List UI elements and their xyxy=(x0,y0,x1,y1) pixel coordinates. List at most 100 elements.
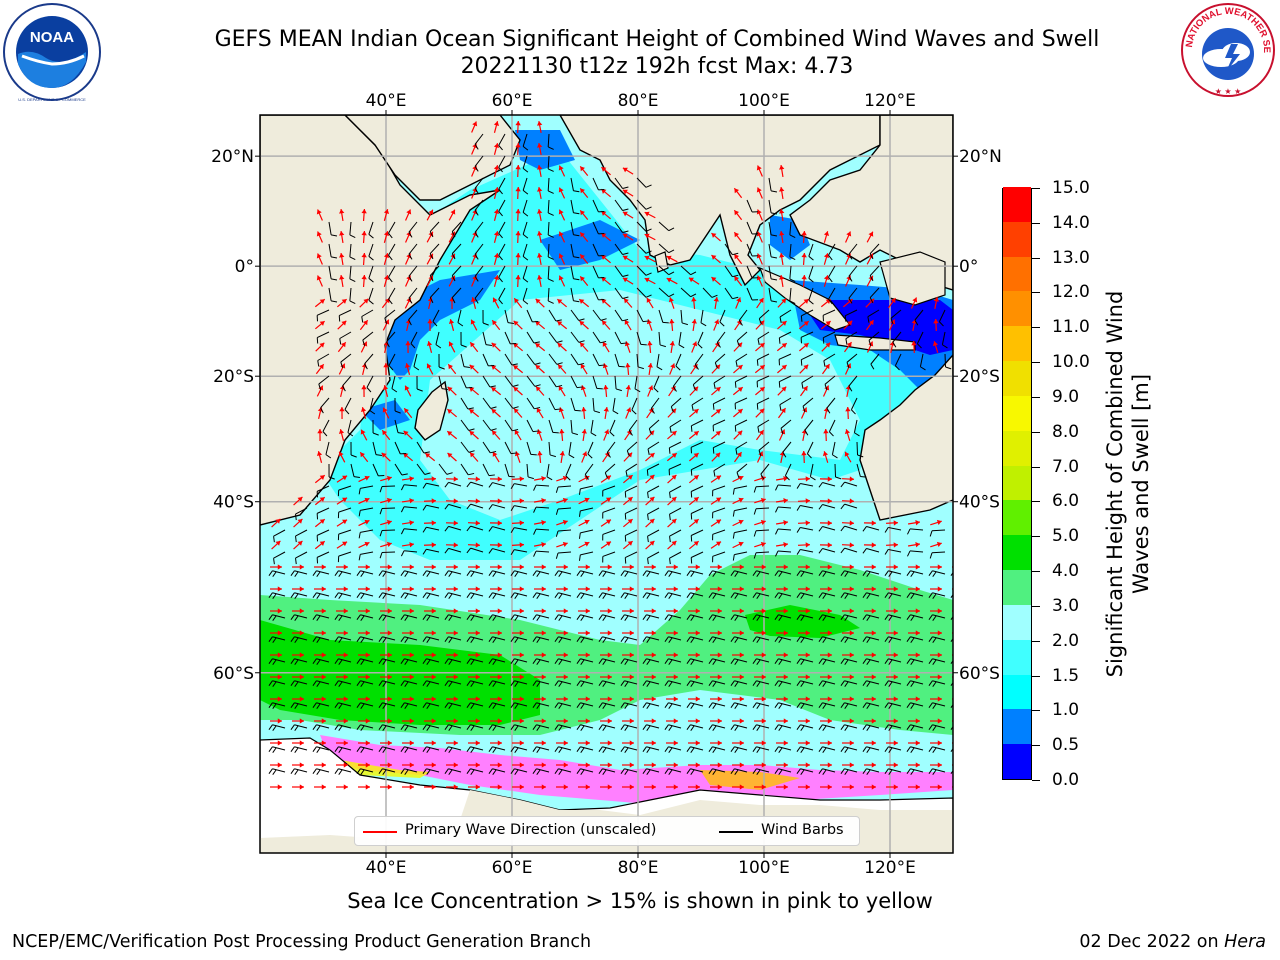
wind-barb xyxy=(429,265,440,282)
wave-direction-arrow xyxy=(797,520,811,526)
wave-direction-arrow xyxy=(446,408,458,418)
wind-barb xyxy=(474,155,484,172)
wind-barb xyxy=(789,287,796,305)
wind-barb xyxy=(379,529,396,537)
wave-direction-arrow xyxy=(691,296,697,310)
wave-direction-arrow xyxy=(710,696,722,702)
svg-text:★ ★ ★: ★ ★ ★ xyxy=(1215,87,1242,96)
wind-barb xyxy=(378,592,396,599)
wave-direction-arrow xyxy=(797,498,811,504)
wind-barb xyxy=(504,353,518,366)
wind-barb xyxy=(697,331,704,349)
wind-barb xyxy=(400,592,418,599)
wave-direction-arrow xyxy=(732,630,744,636)
wave-direction-arrow xyxy=(292,608,304,614)
wave-direction-arrow xyxy=(756,165,763,177)
wave-direction-arrow xyxy=(669,340,675,354)
wind-barb xyxy=(818,548,836,554)
wind-barb xyxy=(778,353,792,366)
wave-direction-arrow xyxy=(688,784,700,790)
wave-direction-arrow xyxy=(447,452,457,462)
wave-direction-arrow xyxy=(930,762,942,768)
wind-barb xyxy=(686,724,704,731)
wave-direction-arrow xyxy=(600,652,612,658)
wave-direction-arrow xyxy=(645,540,655,550)
wind-barb xyxy=(356,680,374,687)
wind-barb xyxy=(845,331,858,345)
wave-direction-arrow xyxy=(578,298,590,308)
wave-direction-arrow xyxy=(361,274,367,288)
wave-direction-arrow xyxy=(886,652,898,658)
wind-barb xyxy=(533,484,550,491)
wave-direction-arrow xyxy=(468,630,480,636)
wind-barb xyxy=(664,768,682,775)
wave-direction-arrow xyxy=(710,586,722,592)
wind-barb xyxy=(808,287,814,305)
wave-direction-arrow xyxy=(358,630,370,636)
wind-barb xyxy=(890,309,902,325)
wave-direction-arrow xyxy=(515,208,521,222)
wind-barb xyxy=(554,702,572,709)
wind-barb xyxy=(664,702,682,709)
wave-direction-arrow xyxy=(823,275,830,287)
wave-direction-arrow xyxy=(845,231,852,243)
wave-direction-arrow xyxy=(755,408,765,418)
wind-barb xyxy=(482,441,497,454)
wave-direction-arrow xyxy=(754,718,766,724)
wave-direction-arrow xyxy=(448,319,455,331)
wind-barb xyxy=(702,287,718,298)
wave-direction-arrow xyxy=(316,275,323,287)
sri-lanka xyxy=(654,251,669,273)
wave-direction-arrow xyxy=(512,364,524,374)
wind-barb xyxy=(708,636,726,643)
wave-direction-arrow xyxy=(754,519,766,526)
wind-barb xyxy=(488,680,506,687)
wind-barb xyxy=(570,331,585,343)
wind-barb xyxy=(779,397,792,411)
wave-direction-arrow xyxy=(270,740,282,746)
wind-barb xyxy=(840,592,858,599)
wind-barb xyxy=(734,419,748,432)
wave-direction-arrow xyxy=(886,784,898,790)
wave-direction-arrow xyxy=(844,451,852,463)
wind-barb xyxy=(735,353,748,367)
wind-barb xyxy=(808,265,814,283)
wind-barb xyxy=(752,570,770,577)
wind-barb xyxy=(822,331,836,344)
wind-barb xyxy=(938,309,946,327)
wave-direction-arrow xyxy=(822,451,829,463)
wave-direction-arrow xyxy=(579,320,589,330)
wave-direction-arrow xyxy=(952,524,953,527)
wave-direction-arrow xyxy=(666,608,678,614)
wave-direction-arrow xyxy=(358,586,370,592)
wind-barb xyxy=(510,724,528,731)
wind-barb xyxy=(620,614,638,621)
wave-direction-arrow xyxy=(669,318,675,332)
wind-barb xyxy=(368,265,374,283)
wave-direction-arrow xyxy=(490,564,502,570)
wind-barb xyxy=(547,221,554,238)
wave-direction-arrow xyxy=(470,319,478,331)
wave-direction-arrow xyxy=(492,297,500,309)
wave-direction-arrow xyxy=(537,186,543,200)
wind-barb xyxy=(796,548,814,555)
wind-barb xyxy=(840,724,858,731)
wind-barb xyxy=(378,658,396,665)
wind-barb xyxy=(818,724,836,731)
wind-barb xyxy=(606,441,616,458)
wind-barb xyxy=(356,592,374,599)
wind-barb xyxy=(928,746,946,753)
wave-direction-arrow xyxy=(468,674,480,680)
wind-barb xyxy=(510,527,528,533)
wave-direction-arrow xyxy=(493,143,500,155)
wind-barb xyxy=(358,485,374,495)
wave-direction-arrow xyxy=(644,696,656,702)
wave-direction-arrow xyxy=(754,497,766,504)
wave-direction-arrow xyxy=(622,674,634,680)
wave-direction-arrow xyxy=(511,542,525,548)
wind-barb xyxy=(451,287,462,304)
wind-barb xyxy=(547,243,554,260)
wave-direction-arrow xyxy=(467,542,481,548)
wind-barb xyxy=(941,331,948,349)
wave-direction-arrow xyxy=(841,520,855,526)
